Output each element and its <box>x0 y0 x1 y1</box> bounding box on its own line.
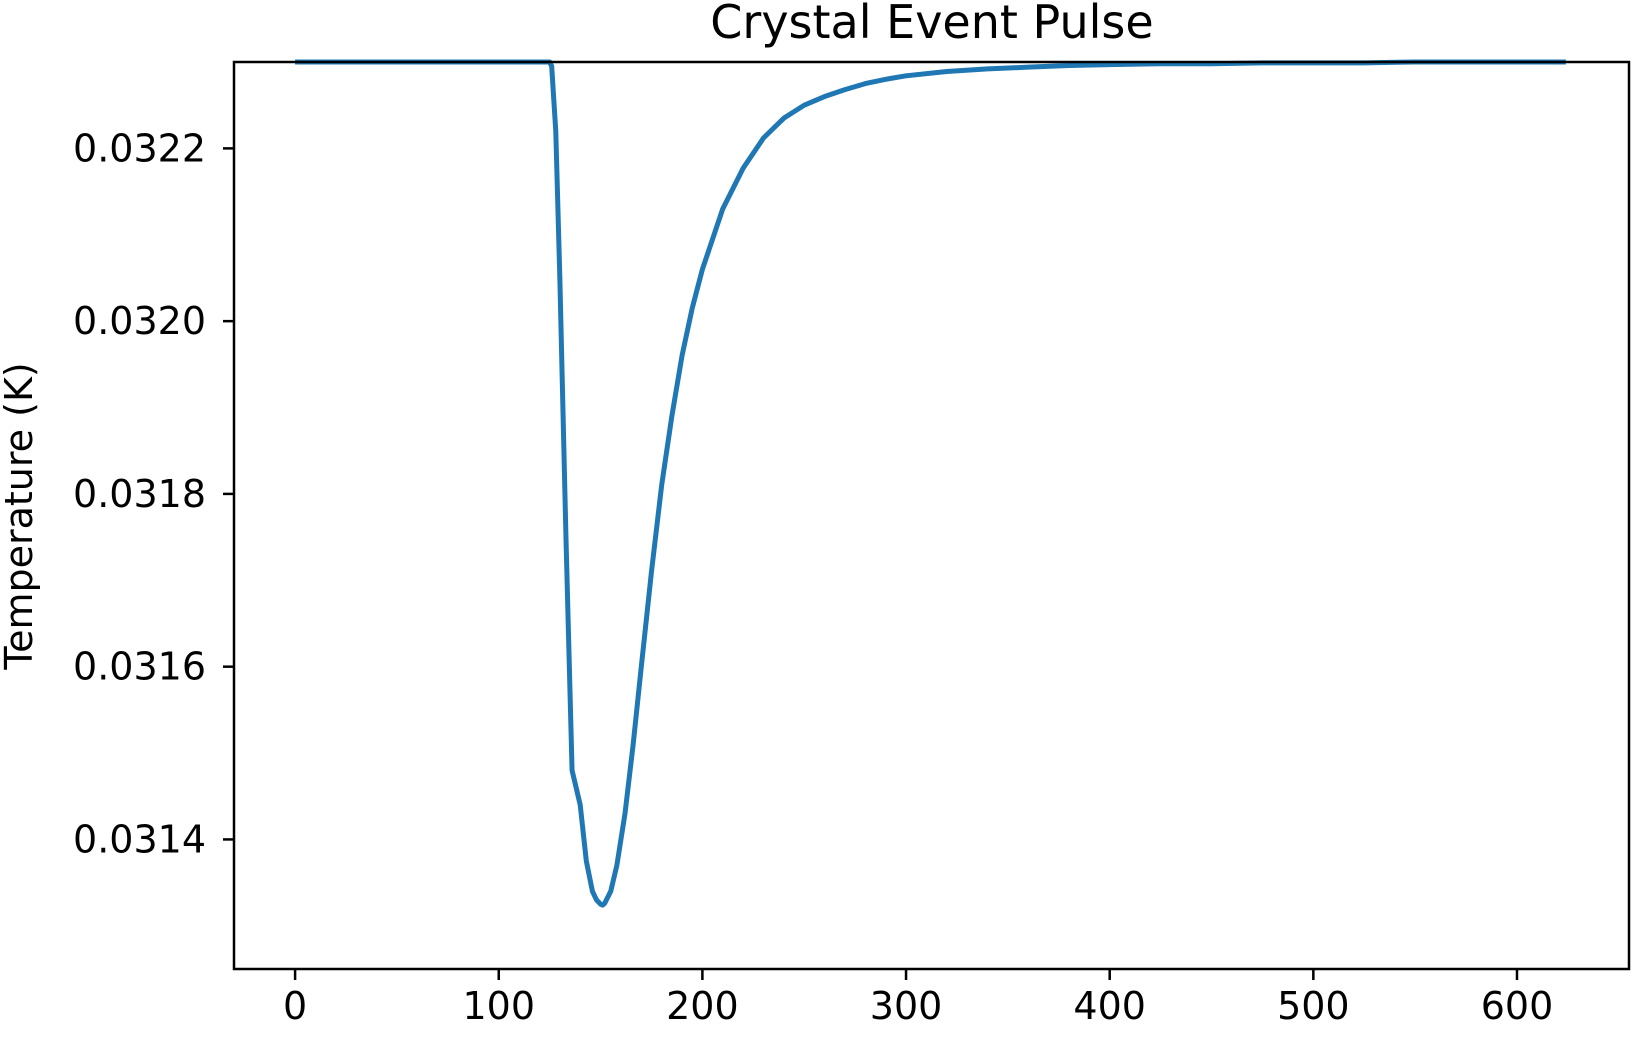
x-tick-label: 100 <box>462 984 535 1028</box>
plot-area <box>295 59 1566 908</box>
plot-frame <box>232 60 1631 971</box>
y-tick-label: 0.0314 <box>73 817 206 861</box>
x-tick-label: 500 <box>1277 984 1350 1028</box>
y-tick-label: 0.0322 <box>73 126 206 170</box>
x-tick-label: 300 <box>870 984 943 1028</box>
y-tick-label: 0.0320 <box>73 299 206 343</box>
y-tick-label: 0.0316 <box>73 645 206 689</box>
data-series-line <box>295 59 1566 908</box>
x-axis-ticks: 0 100 200 300 400 500 600 <box>283 969 1553 1028</box>
y-tick-label: 0.0318 <box>73 472 206 516</box>
x-tick-label: 600 <box>1481 984 1554 1028</box>
x-tick-label: 200 <box>666 984 739 1028</box>
chart-title: Crystal Event Pulse <box>710 0 1153 49</box>
x-tick-label: 0 <box>283 984 307 1028</box>
y-axis-label: Temperature (K) <box>0 362 41 670</box>
y-axis-ticks: 0.0314 0.0316 0.0318 0.0320 0.0322 <box>73 126 234 861</box>
x-tick-label: 400 <box>1073 984 1146 1028</box>
